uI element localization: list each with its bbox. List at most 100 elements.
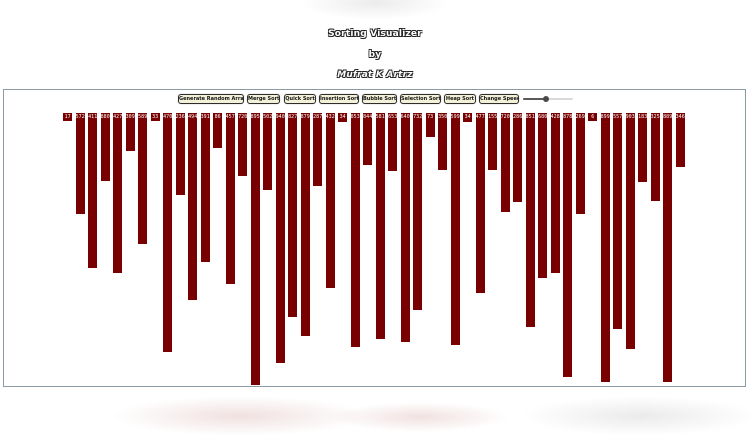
array-bar <box>513 113 523 203</box>
array-bar <box>613 113 623 329</box>
selection-sort-button[interactable]: Selection Sort <box>400 94 441 104</box>
array-bar <box>313 113 323 186</box>
array-bar <box>300 113 310 336</box>
array-bar <box>100 113 110 181</box>
array-bar-label: 432 <box>325 114 335 120</box>
array-bar <box>563 113 573 378</box>
quick-sort-button[interactable]: Quick Sort <box>284 94 316 104</box>
array-bar <box>350 113 360 347</box>
array-bar <box>288 113 298 317</box>
array-bar-label: 895 <box>250 114 260 120</box>
array-bar-label: 599 <box>450 114 460 120</box>
array-bar <box>500 113 510 212</box>
merge-sort-button[interactable]: Merge Sort <box>247 94 280 104</box>
array-bar <box>250 113 260 385</box>
array-bar <box>175 113 185 196</box>
array-bar-label: 286 <box>513 114 523 120</box>
array-bar <box>225 113 235 285</box>
array-bar <box>425 113 435 138</box>
array-bar <box>650 113 660 202</box>
by-line: by <box>368 50 382 60</box>
array-bar-label: 853 <box>350 114 360 120</box>
speed-slider-fill <box>523 98 546 100</box>
array-bar-label: 844 <box>363 114 373 120</box>
generate-random-array-button[interactable]: Generate Random Array <box>178 94 244 104</box>
change-speed-button[interactable]: Change Speed <box>479 94 519 104</box>
array-bar-label: 86 <box>214 114 221 120</box>
array-bar <box>413 113 423 310</box>
array-bar-label: 640 <box>400 114 410 120</box>
page-title: Sorting Visualizer <box>328 29 422 39</box>
array-bar-label: 557 <box>613 114 623 120</box>
array-bars: 17 572 411 880 427 309 589 33 470 236 494 391 86 457 7… <box>63 113 685 385</box>
array-bar <box>325 113 335 288</box>
array-bar-label: 269 <box>575 114 585 120</box>
array-bar-label: 346 <box>675 114 685 120</box>
array-bar <box>600 113 610 383</box>
array-bar-label: 411 <box>88 114 98 120</box>
array-bar-label: 17 <box>64 114 71 120</box>
array-bar-label: 732 <box>413 114 423 120</box>
array-bar-label: 34 <box>339 114 346 120</box>
array-bar-label: 287 <box>313 114 323 120</box>
array-bar <box>663 113 673 383</box>
array-bar <box>638 113 648 182</box>
array-bar-label: 457 <box>225 114 235 120</box>
array-bar-label: 827 <box>288 114 298 120</box>
bubble-sort-button[interactable]: Bubble Sort <box>362 94 397 104</box>
speed-slider-thumb[interactable] <box>542 96 549 102</box>
array-bar-label: 880 <box>100 114 110 120</box>
array-bar-label: 391 <box>200 114 210 120</box>
array-bar <box>438 113 448 171</box>
array-bar <box>388 113 398 171</box>
array-bar-label: 899 <box>600 114 610 120</box>
array-bar <box>550 113 560 274</box>
array-bar <box>525 113 535 327</box>
array-bar <box>113 113 123 273</box>
array-bar-label: 155 <box>488 114 498 120</box>
array-bar-label: 572 <box>75 114 85 120</box>
array-bar-label: 236 <box>175 114 185 120</box>
array-bar-label: 428 <box>550 114 560 120</box>
array-bar-label: 34 <box>464 114 471 120</box>
array-bar-label: 309 <box>125 114 135 120</box>
array-bar-label: 940 <box>275 114 285 120</box>
array-bar-label: 477 <box>475 114 485 120</box>
array-bar <box>88 113 98 269</box>
array-bar <box>475 113 485 293</box>
array-bar <box>138 113 148 244</box>
array-bar-label: 680 <box>538 114 548 120</box>
array-bar <box>150 113 160 122</box>
array-bar-label: 879 <box>300 114 310 120</box>
array-bar-label: 903 <box>625 114 635 120</box>
array-bar-label: 33 <box>152 114 159 120</box>
array-bar-label: 470 <box>163 114 173 120</box>
array-bar <box>338 113 348 123</box>
array-bar <box>588 113 598 121</box>
array-bar-label: 183 <box>638 114 648 120</box>
array-bar-label: 720 <box>500 114 510 120</box>
array-bar <box>675 113 685 168</box>
array-bar <box>263 113 273 190</box>
array-bar-label: 589 <box>138 114 148 120</box>
array-bar <box>575 113 585 215</box>
array-bar <box>375 113 385 340</box>
array-bar <box>463 113 473 123</box>
array-bar-label: 653 <box>388 114 398 120</box>
array-bar <box>238 113 248 176</box>
heap-sort-button[interactable]: Heap Sort <box>444 94 476 104</box>
array-bar <box>363 113 373 166</box>
array-bar <box>400 113 410 343</box>
array-bar <box>188 113 198 301</box>
array-bar <box>625 113 635 350</box>
array-bar-label: 581 <box>375 114 385 120</box>
array-bar-label: 325 <box>650 114 660 120</box>
array-bar <box>125 113 135 152</box>
array-bar <box>63 113 73 121</box>
speed-slider[interactable] <box>523 96 573 102</box>
array-bar-label: 494 <box>188 114 198 120</box>
array-bar <box>538 113 548 279</box>
array-bar-label: 878 <box>563 114 573 120</box>
array-bar-label: 6 <box>591 114 595 120</box>
insertion-sort-button[interactable]: Insertion Sort <box>319 94 359 104</box>
